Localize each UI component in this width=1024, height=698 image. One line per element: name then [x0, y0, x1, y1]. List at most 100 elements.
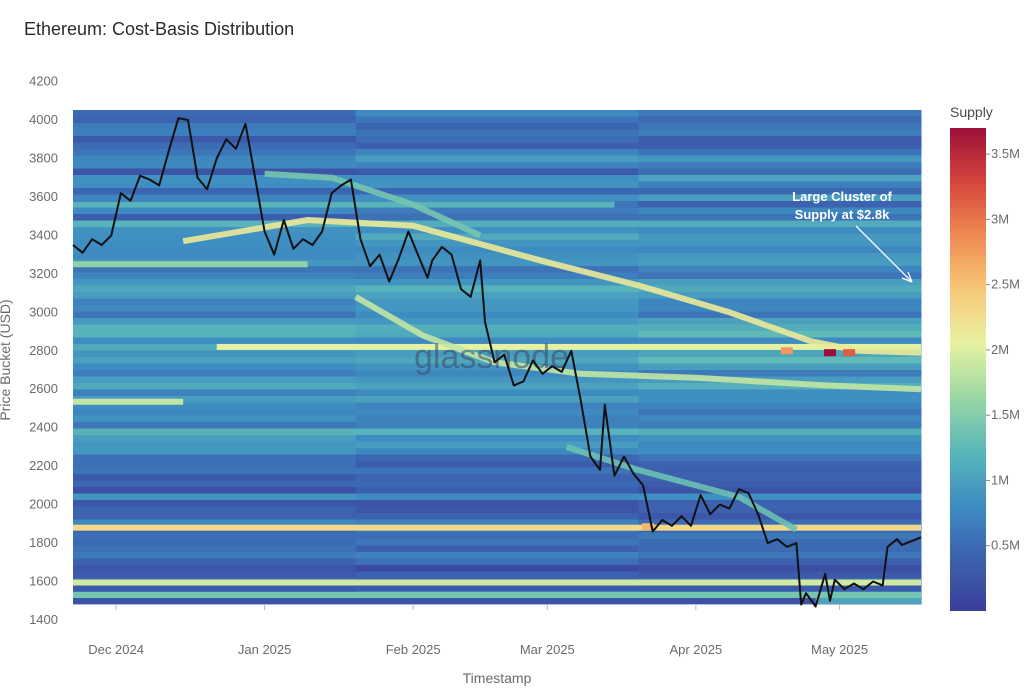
heatmap-cell [638, 370, 922, 377]
heatmap-cell [73, 331, 357, 338]
heatmap-cell [355, 584, 639, 592]
heatmap-cell [73, 324, 357, 332]
supply-hotspot [780, 347, 793, 355]
chart-title: Ethereum: Cost-Basis Distribution [24, 19, 294, 39]
supply-curves [182, 170, 922, 533]
y-tick-label: 1800 [29, 535, 58, 550]
heatmap-cell [355, 175, 639, 182]
heatmap-cell [73, 194, 357, 202]
heatmap-cell [73, 428, 357, 436]
heatmap-cell [638, 253, 922, 260]
heatmap-cell [73, 480, 357, 488]
y-tick-label: 3600 [29, 189, 58, 204]
heatmap-cell [638, 311, 922, 319]
x-axis-ticks: Dec 2024 Jan 2025 Feb 2025 Mar 2025 Apr 2025… [88, 604, 868, 657]
heatmap-cell [355, 129, 639, 137]
heatmap-cell [355, 571, 639, 579]
heatmap-cell [638, 194, 922, 202]
heatmap-cell [73, 246, 357, 254]
heatmap-cell [638, 363, 922, 371]
heatmap-cell [73, 474, 357, 481]
heatmap-cell [355, 285, 639, 293]
heatmap-cell [638, 240, 922, 247]
heatmap-cell [355, 467, 639, 475]
heatmap-cell [73, 285, 357, 293]
heatmap-cell [638, 155, 922, 163]
heatmap-cell [638, 175, 922, 182]
heatmap-cell [73, 461, 357, 468]
heatmap-cell [73, 539, 357, 546]
heatmap-cell [355, 298, 639, 306]
heatmap-cell [355, 168, 639, 176]
heatmap-cell [355, 318, 639, 325]
heatmap-cell [355, 292, 639, 299]
heatmap-cell [355, 428, 639, 436]
heatmap-cell [355, 396, 639, 403]
x-tick-label: Jan 2025 [238, 642, 292, 657]
heatmap-cell [638, 396, 922, 403]
heatmap-cell [638, 227, 922, 234]
heatmap-cell [73, 344, 357, 351]
y-tick-label: 2600 [29, 381, 58, 396]
heatmap-cell [73, 571, 357, 579]
heatmap-cell [73, 292, 357, 299]
y-tick-label: 3000 [29, 304, 58, 319]
heatmap-cell [355, 337, 639, 345]
heatmap-cell [355, 441, 639, 449]
heatmap-cell [355, 552, 639, 559]
colorbar [950, 128, 986, 611]
heatmap-cell [73, 415, 357, 423]
heatmap-cell [73, 594, 816, 604]
heatmap-cell [73, 552, 357, 559]
heatmap-cell [638, 571, 922, 579]
supply-curve [182, 217, 922, 356]
heatmap-cell [355, 519, 639, 527]
heatmap-cell [355, 324, 639, 332]
y-tick-label: 1600 [29, 574, 58, 589]
cluster-annotation: Large Cluster of Supply at $2.8k [792, 189, 913, 283]
heatmap-cell [73, 116, 357, 124]
heatmap-cell [73, 441, 357, 449]
heatmap-cell [73, 305, 357, 312]
y-tick-label: 3800 [29, 150, 58, 165]
heatmap-cell [355, 493, 639, 501]
heatmap-cell [73, 188, 357, 195]
heatmap-cell [638, 383, 922, 390]
supply-hotspot [823, 349, 836, 357]
heatmap-cell [355, 149, 639, 156]
heatmap-cell [638, 318, 922, 325]
heatmap-cell [355, 194, 639, 202]
heatmap-cell [638, 422, 922, 429]
heatmap-cell [638, 116, 922, 124]
heatmap-cell [355, 454, 639, 462]
heatmap-cell [73, 506, 357, 514]
heatmap-cell [638, 220, 922, 228]
heatmap-cell [638, 188, 922, 195]
supply-band [73, 592, 921, 598]
heatmap-cell [638, 558, 922, 566]
heatmap-cell [638, 532, 922, 540]
x-tick-label: Dec 2024 [88, 642, 144, 657]
price-line-layer [72, 117, 922, 608]
heatmap-cell [355, 188, 639, 195]
watermark: glassnode [414, 338, 569, 376]
colorbar-tick-label: 2.5M [991, 277, 1020, 292]
heatmap-cell [73, 136, 357, 143]
heatmap-cell [73, 565, 357, 572]
heatmap-cell [638, 162, 922, 169]
heatmap-cell [638, 435, 922, 442]
annotation-arrow [855, 225, 913, 283]
heatmap-cell [73, 383, 357, 390]
heatmap-cell [355, 227, 639, 234]
heatmap-cell [355, 402, 639, 410]
heatmap-cell [355, 220, 639, 228]
heatmap-cell [73, 253, 357, 260]
heatmap-cell [73, 266, 357, 273]
colorbar-tick-label: 1.5M [991, 407, 1020, 422]
price-line [72, 117, 922, 608]
heatmap-cell [355, 487, 639, 494]
heatmap-cell [638, 123, 922, 130]
heatmap-cell [73, 175, 357, 182]
heatmap-cell [355, 370, 639, 377]
